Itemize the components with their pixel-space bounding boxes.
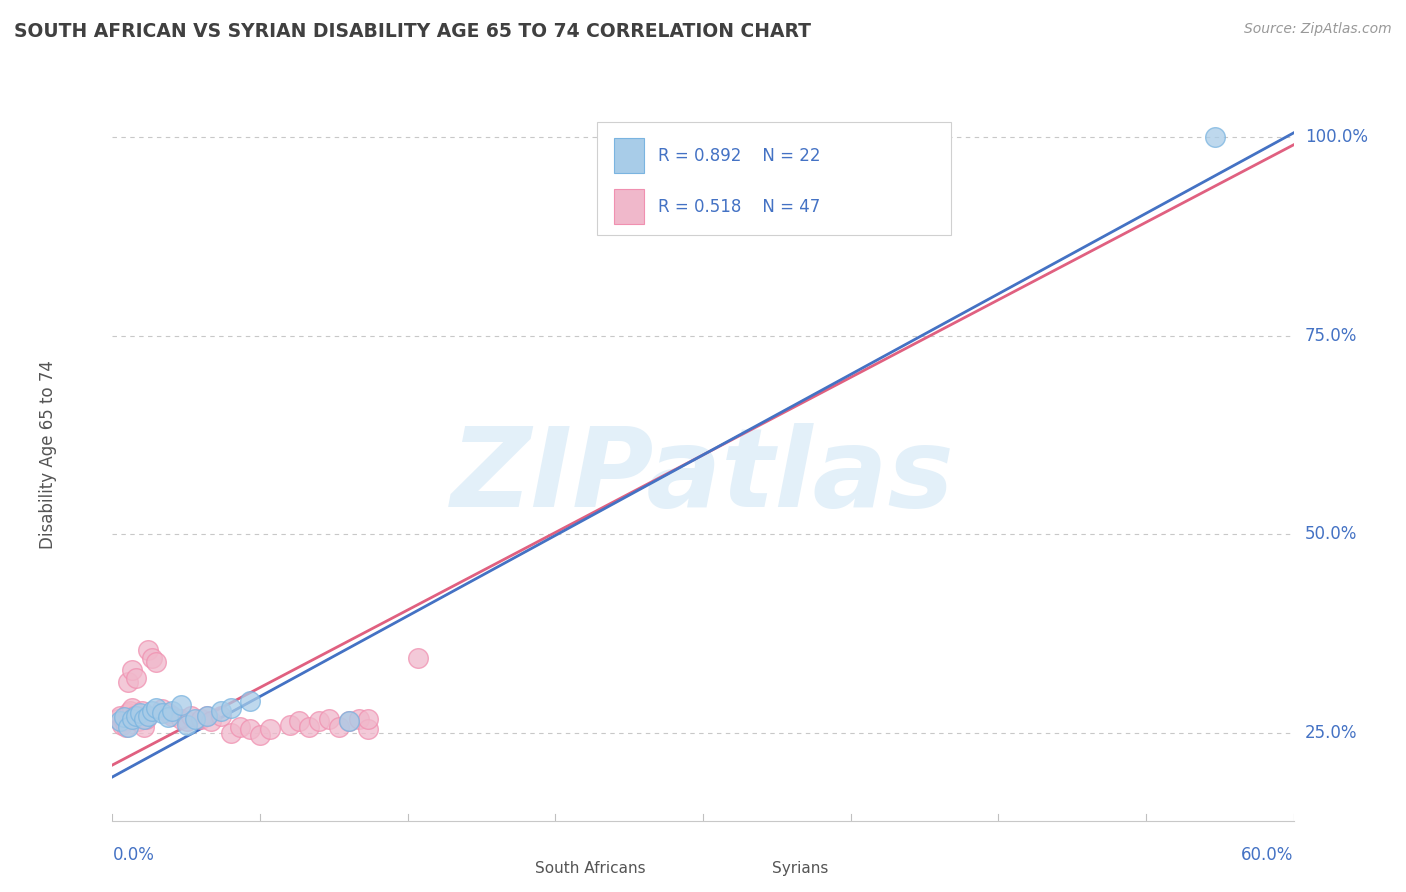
Text: SOUTH AFRICAN VS SYRIAN DISABILITY AGE 65 TO 74 CORRELATION CHART: SOUTH AFRICAN VS SYRIAN DISABILITY AGE 6…: [14, 22, 811, 41]
Point: [121, 712, 143, 726]
Point: [249, 728, 271, 742]
Text: South Africans: South Africans: [536, 861, 645, 876]
Text: 50.0%: 50.0%: [1305, 525, 1357, 543]
Point: [112, 714, 135, 729]
Point: [127, 714, 149, 729]
Point: [122, 708, 145, 723]
Text: R = 0.892    N = 22: R = 0.892 N = 22: [658, 146, 821, 165]
Point: [229, 720, 252, 734]
Point: [129, 706, 152, 721]
Point: [239, 723, 262, 737]
Point: [117, 720, 139, 734]
Point: [145, 655, 167, 669]
Point: [337, 714, 360, 729]
Point: [136, 642, 159, 657]
Point: [357, 723, 380, 737]
Point: [110, 708, 132, 723]
Point: [1204, 129, 1226, 144]
Point: [195, 708, 218, 723]
Point: [209, 708, 232, 723]
Point: [160, 708, 183, 723]
Point: [132, 720, 155, 734]
Point: [121, 663, 143, 677]
Point: [298, 720, 321, 734]
Point: [121, 700, 143, 714]
Point: [195, 708, 218, 723]
Point: [219, 700, 242, 714]
Point: [190, 712, 212, 726]
Point: [156, 706, 179, 721]
Point: [117, 674, 139, 689]
FancyBboxPatch shape: [596, 122, 950, 235]
Point: [150, 706, 173, 721]
Point: [156, 710, 179, 724]
Bar: [491, 855, 529, 881]
Text: 0.0%: 0.0%: [112, 846, 155, 863]
Point: [200, 714, 222, 729]
Point: [308, 714, 330, 729]
Point: [125, 712, 148, 726]
Point: [141, 704, 163, 718]
Point: [135, 712, 157, 726]
Point: [115, 720, 138, 734]
Point: [180, 708, 202, 723]
Point: [209, 704, 232, 718]
Point: [288, 714, 311, 729]
Point: [111, 718, 134, 732]
Point: [259, 723, 281, 737]
Text: R = 0.518    N = 47: R = 0.518 N = 47: [658, 198, 820, 216]
Point: [328, 720, 350, 734]
Bar: [614, 189, 644, 224]
Point: [145, 700, 167, 714]
Point: [184, 712, 207, 726]
Point: [239, 694, 262, 708]
Text: Source: ZipAtlas.com: Source: ZipAtlas.com: [1244, 22, 1392, 37]
Point: [125, 708, 148, 723]
Point: [176, 714, 198, 729]
Bar: [727, 855, 765, 881]
Text: Disability Age 65 to 74: Disability Age 65 to 74: [38, 360, 56, 549]
Text: 25.0%: 25.0%: [1305, 724, 1357, 742]
Point: [357, 712, 380, 726]
Point: [150, 702, 173, 716]
Point: [219, 726, 242, 740]
Point: [337, 714, 360, 729]
Text: 100.0%: 100.0%: [1305, 128, 1368, 146]
Point: [125, 671, 148, 685]
Point: [131, 704, 153, 718]
Point: [120, 704, 142, 718]
Point: [132, 712, 155, 726]
Point: [170, 698, 193, 713]
Point: [117, 706, 139, 721]
Point: [160, 704, 183, 718]
Text: Syrians: Syrians: [772, 861, 828, 876]
Text: 75.0%: 75.0%: [1305, 326, 1357, 344]
Point: [110, 714, 132, 729]
Point: [406, 650, 429, 665]
Text: 60.0%: 60.0%: [1241, 846, 1294, 863]
Point: [107, 712, 129, 726]
Point: [347, 712, 370, 726]
Point: [318, 712, 340, 726]
Point: [141, 650, 163, 665]
Text: ZIPatlas: ZIPatlas: [451, 424, 955, 531]
Point: [112, 710, 135, 724]
Point: [136, 708, 159, 723]
Point: [170, 712, 193, 726]
Point: [278, 718, 301, 732]
Bar: [614, 138, 644, 173]
Point: [176, 718, 198, 732]
Point: [129, 708, 152, 723]
